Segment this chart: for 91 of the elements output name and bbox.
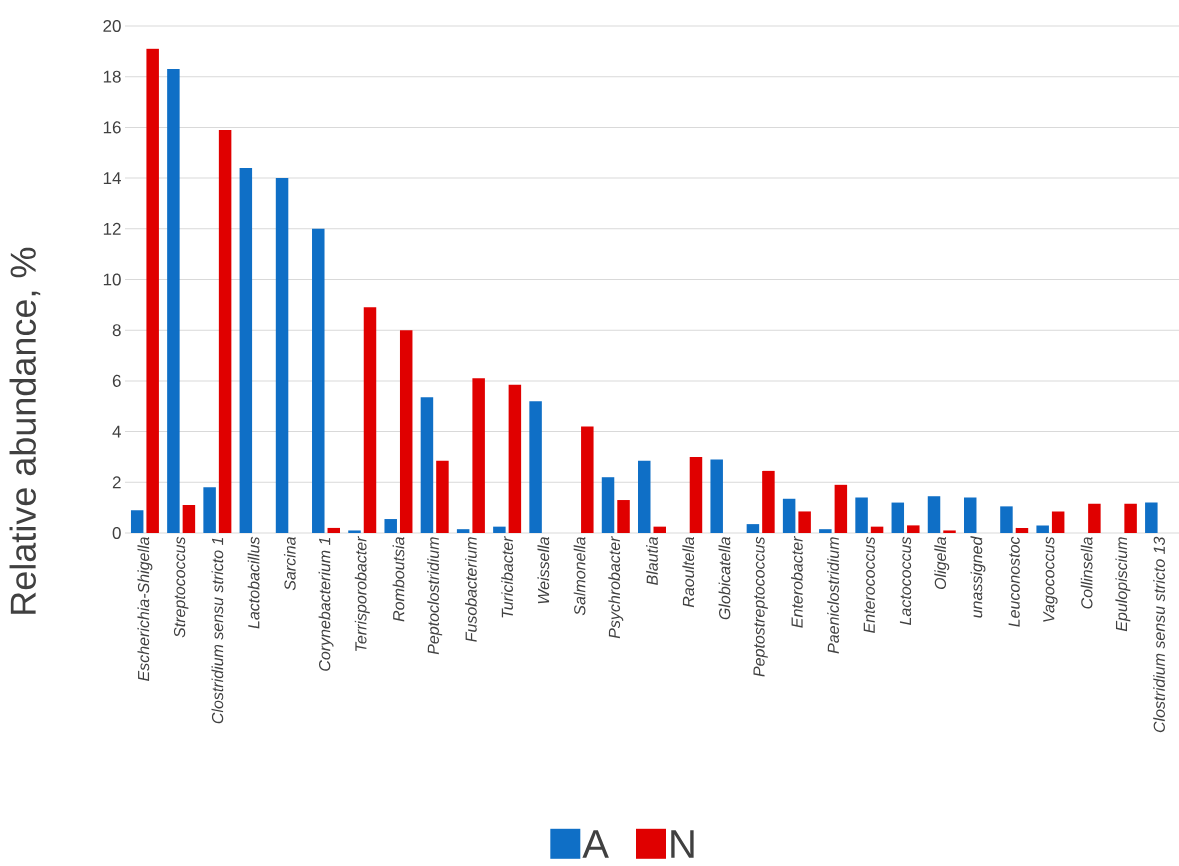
y-tick-label: 10 bbox=[103, 273, 121, 286]
bar bbox=[203, 487, 216, 533]
bar bbox=[819, 529, 832, 533]
bar bbox=[130, 510, 144, 533]
bar bbox=[348, 530, 361, 533]
bar bbox=[653, 526, 666, 533]
bar bbox=[436, 460, 449, 533]
x-tick-label: Sarcina bbox=[283, 537, 296, 591]
x-tick-label: Paeniclostridium bbox=[827, 537, 839, 654]
bar bbox=[275, 178, 289, 533]
bar bbox=[472, 378, 485, 533]
y-tick-label: 0 bbox=[112, 526, 121, 540]
bar bbox=[1000, 506, 1013, 533]
bar bbox=[710, 459, 723, 533]
bar bbox=[239, 167, 253, 533]
bar bbox=[218, 129, 232, 533]
x-tick-label: Raoultella bbox=[682, 537, 695, 608]
bar bbox=[363, 307, 377, 533]
x-tick-label: Enterococcus bbox=[863, 536, 875, 633]
bar bbox=[1015, 527, 1029, 533]
x-tick-label: Turicibacter bbox=[501, 535, 513, 618]
x-tick-label: Leuconostoc bbox=[1008, 536, 1020, 627]
bar bbox=[907, 525, 920, 533]
bar bbox=[1051, 511, 1065, 533]
y-tick-label: 4 bbox=[112, 425, 121, 438]
x-tick-label: Blautia bbox=[646, 537, 658, 585]
y-tick-label: 12 bbox=[103, 222, 121, 235]
x-tick-label: Fusobacterium bbox=[465, 537, 477, 642]
x-tick-label: Vagococcus bbox=[1043, 536, 1058, 622]
bar bbox=[834, 484, 848, 533]
x-tick-label: Epulopiscium bbox=[1115, 537, 1131, 632]
y-tick-label: 2 bbox=[112, 476, 121, 489]
y-tick-label: 8 bbox=[112, 324, 121, 337]
x-tick-label: Salmonella bbox=[573, 537, 586, 616]
bar bbox=[617, 500, 630, 533]
bar bbox=[1036, 525, 1049, 533]
x-tick-label: Globicatella bbox=[718, 537, 731, 620]
x-tick-label: unassigned bbox=[970, 536, 986, 618]
bar bbox=[943, 530, 956, 533]
x-tick-label: Peptoclostridium bbox=[427, 537, 443, 655]
x-tick-label: Psychrobacter bbox=[608, 535, 624, 639]
x-tick-label: Streptococcus bbox=[173, 536, 189, 638]
bar bbox=[689, 456, 703, 533]
y-tick-label: 6 bbox=[112, 374, 121, 387]
y-tick-label: 20 bbox=[103, 19, 121, 33]
x-tick-label: Corynebacterium 1 bbox=[318, 537, 334, 671]
y-tick-label: 18 bbox=[103, 70, 121, 83]
bar bbox=[420, 397, 434, 533]
bar bbox=[927, 496, 941, 533]
bar bbox=[508, 384, 522, 533]
x-tick-label: Collinsella bbox=[1080, 537, 1093, 609]
x-tick-label: Terrisporobacter bbox=[354, 535, 370, 651]
bar bbox=[493, 526, 506, 533]
x-tick-label: Escherichia-Shigella bbox=[137, 537, 153, 681]
bar bbox=[384, 519, 397, 533]
x-tick-label: Clostridium sensu stricto 1 bbox=[211, 537, 224, 724]
x-tick-label: Oligella bbox=[934, 537, 950, 590]
bar bbox=[746, 524, 760, 533]
bar bbox=[167, 69, 180, 533]
bar bbox=[146, 48, 159, 533]
bar bbox=[798, 511, 811, 533]
bar bbox=[762, 470, 775, 533]
bar bbox=[581, 426, 594, 533]
bar bbox=[782, 498, 796, 533]
bar bbox=[855, 497, 868, 533]
y-axis-title: Relative abundance, % bbox=[9, 247, 41, 614]
legend-label: N bbox=[671, 830, 694, 858]
bar bbox=[638, 460, 651, 533]
x-tick-label: Romboutsia bbox=[392, 537, 405, 622]
x-tick-label: Peptostreptococcus bbox=[753, 536, 768, 677]
x-tick-label: Lactobacillus bbox=[247, 536, 260, 629]
y-tick-label: 14 bbox=[103, 172, 121, 184]
bar bbox=[891, 502, 905, 533]
x-tick-label: Weissella bbox=[537, 537, 550, 604]
bar bbox=[327, 527, 341, 533]
x-tick-label: Enterobacter bbox=[791, 535, 803, 628]
bar bbox=[1145, 502, 1158, 533]
bar bbox=[963, 497, 977, 533]
bar bbox=[529, 401, 542, 533]
legend-label: A bbox=[582, 830, 609, 858]
x-tick-label: Lactococcus bbox=[899, 536, 912, 625]
y-tick-label: 16 bbox=[103, 121, 121, 134]
x-tick-label: Clostridium sensu stricto 13 bbox=[1153, 536, 1165, 733]
bar bbox=[1088, 503, 1101, 533]
bar bbox=[870, 526, 884, 533]
bar bbox=[312, 228, 325, 533]
bar bbox=[456, 529, 470, 533]
bar bbox=[182, 505, 196, 533]
bar bbox=[1124, 503, 1137, 533]
bar bbox=[601, 477, 615, 533]
bar bbox=[399, 330, 413, 533]
